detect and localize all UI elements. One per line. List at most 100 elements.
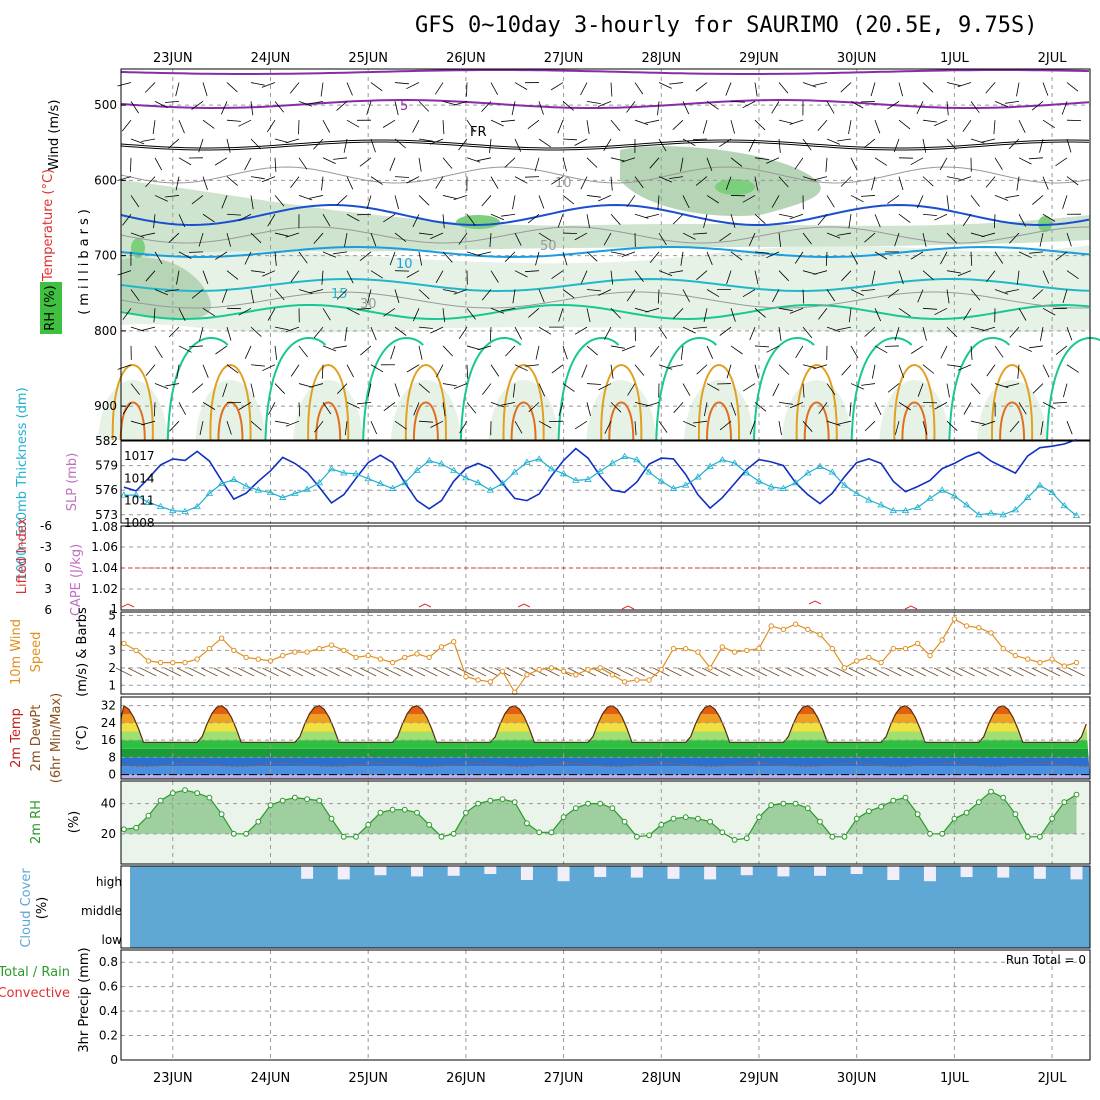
wind-barb (490, 401, 505, 408)
temp-contour-10 (120, 245, 1090, 259)
wind-barb (117, 364, 132, 370)
wind-barb (122, 213, 132, 226)
rh-point (316, 797, 323, 804)
wind-barb (298, 195, 313, 201)
wind-barb (360, 345, 372, 356)
wind-barb (285, 232, 300, 238)
wind-barb (598, 195, 612, 202)
precip-ylabel-3: 3hr Precip (mm) (77, 947, 92, 1052)
thickness-point (889, 506, 898, 514)
wind-barb (922, 119, 937, 123)
rh-point (829, 833, 836, 840)
wind-barb (610, 157, 625, 162)
cloud-high-bar (1058, 866, 1071, 876)
wind-barb (802, 232, 812, 245)
thickness-point (926, 494, 934, 501)
upper-ylabel-pressure: (millibars) (77, 205, 92, 315)
thickness-point (999, 511, 1007, 518)
rh-point (780, 800, 787, 807)
wind-barb (322, 214, 331, 227)
wind-barb (238, 307, 252, 316)
wind-speed-point (658, 666, 664, 673)
wind-barb (586, 251, 598, 262)
wind-barb (586, 383, 602, 385)
wind-barb (346, 270, 354, 284)
wind-barb (458, 138, 468, 151)
cloud-high-bar (936, 866, 949, 876)
cape-tick: 1 (110, 602, 118, 616)
wind-barb (994, 100, 1009, 108)
wind-barb (538, 138, 551, 148)
wind-barb (658, 82, 672, 89)
wind-barb (946, 326, 958, 338)
wind-barb (946, 364, 961, 368)
surface-wind-barb (298, 667, 316, 677)
wind-barb (794, 157, 804, 170)
precip-ylabel-2: Convective (0, 986, 70, 1001)
thickness-point (511, 468, 519, 475)
surface-wind-barb (885, 667, 902, 677)
cloud-high-bar (960, 866, 973, 877)
thickness-point (547, 465, 556, 472)
wind-barb (154, 383, 169, 389)
rh-point (817, 818, 823, 825)
surface-wind-barb (909, 667, 926, 677)
wind-barb (504, 251, 516, 262)
wind-barb (538, 420, 552, 429)
wind-barb (634, 307, 649, 313)
wind-barb (188, 345, 204, 348)
rh-point (841, 833, 848, 840)
contour-label: 10 (555, 176, 572, 191)
temp-tick: 8 (108, 750, 116, 764)
cloud-low-mid-bar (130, 866, 1090, 948)
wind-barb (1055, 157, 1068, 167)
wind-barb (680, 251, 684, 266)
cloud-high-bar (985, 866, 998, 876)
wind-barb (406, 176, 420, 184)
surface-wind-barb (946, 667, 963, 677)
surface-wind-barb (640, 667, 658, 677)
wind-barb (863, 138, 876, 149)
wind-barb (910, 345, 924, 354)
temp-contour-30 (999, 401, 1026, 441)
wind-speed-point (683, 645, 689, 652)
rh-point (353, 833, 359, 840)
surface-wind-barb (1007, 667, 1024, 677)
wind-barb (970, 289, 981, 301)
surface-wind-barb (396, 667, 413, 677)
wind-barb (778, 364, 790, 375)
rh-point (475, 800, 482, 807)
wind-speed-point (670, 645, 677, 652)
wind-speed-point (951, 616, 958, 622)
wind-barb (817, 119, 828, 131)
wind-barb (754, 157, 769, 160)
surface-wind-barb (237, 667, 255, 677)
wind-barb (994, 383, 1009, 389)
wind-barb (586, 100, 601, 104)
wind-barb (238, 402, 252, 410)
wind-speed-point (365, 652, 371, 659)
wind-speed-point (1000, 645, 1006, 652)
surface-wind-barb (115, 667, 133, 677)
rh-point (438, 833, 445, 840)
wind-barb (861, 383, 876, 386)
wind-barb (192, 383, 204, 394)
rh-band-50 (121, 180, 1090, 260)
date-label-bottom: 23JUN (153, 1071, 193, 1086)
wind-barb (394, 326, 407, 336)
temp-contour-20-loop (850, 337, 913, 441)
wind-barb (562, 289, 575, 299)
wind-barb (289, 82, 300, 94)
wind-barb (874, 402, 882, 416)
wind-barb (453, 289, 468, 295)
temp-tick: 32 (101, 699, 116, 713)
wind-barb (682, 420, 696, 428)
wind-barb (672, 213, 684, 225)
wind-barb (389, 251, 396, 266)
wind-barb (1031, 101, 1044, 111)
wind-barb (442, 345, 453, 357)
rh-point (157, 797, 164, 804)
cloud-ylabel: Cloud Cover (19, 868, 34, 948)
surface-wind-barb (982, 667, 1000, 677)
temp-contour-20-loop (459, 337, 522, 441)
